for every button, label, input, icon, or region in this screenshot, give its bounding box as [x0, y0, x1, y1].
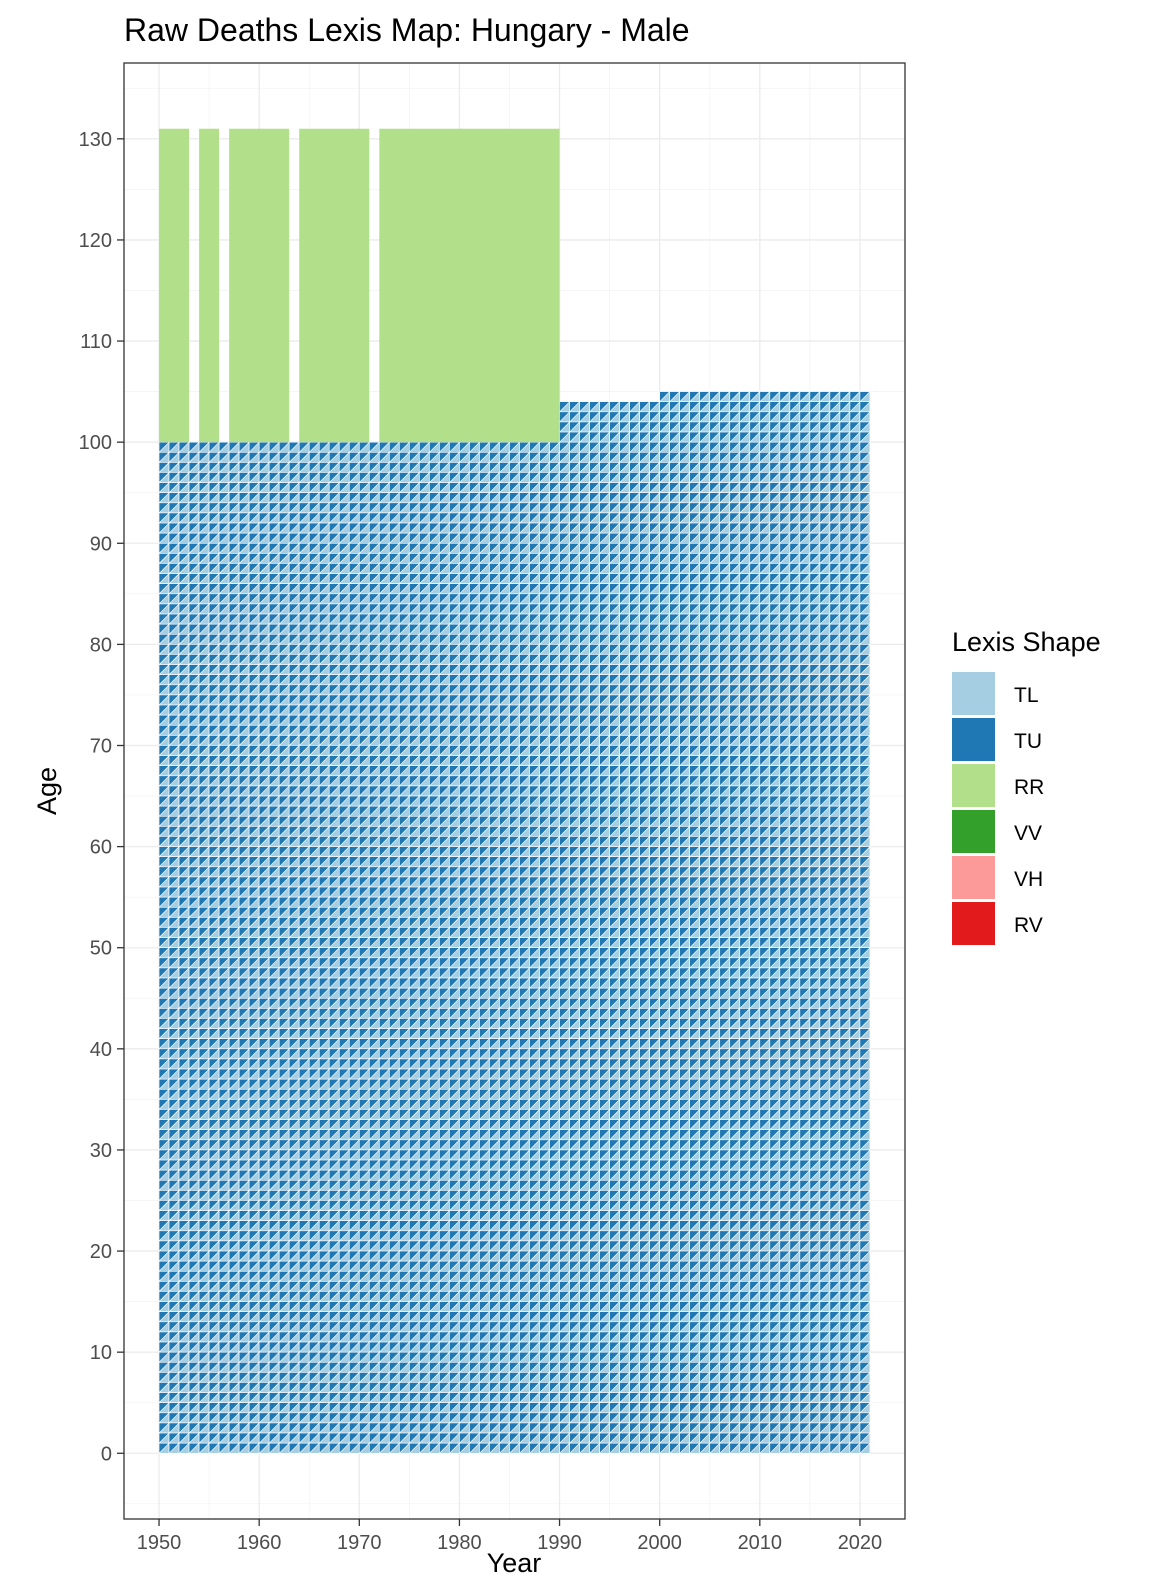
lexis-triangles-tu: [158, 391, 871, 1455]
rr-block: [199, 128, 220, 443]
data-cells: [158, 128, 871, 1455]
y-tick-label: 0: [101, 1443, 112, 1465]
legend-label: RR: [1014, 776, 1044, 799]
y-tick-label: 90: [90, 533, 112, 555]
y-axis: 0 10 20 30 40 50 60 70 80 90 100 110 120 130: [79, 129, 124, 1465]
y-tick-label: 100: [79, 432, 112, 454]
y-tick-label: 10: [90, 1342, 112, 1364]
y-tick-label: 70: [90, 736, 112, 758]
y-tick-label: 40: [90, 1039, 112, 1061]
x-tick-label: 2020: [838, 1532, 883, 1554]
y-tick-label: 30: [90, 1140, 112, 1162]
y-tick-label: 130: [79, 129, 112, 151]
plot-panel-border: [123, 62, 906, 1520]
x-axis: 1950 1960 1970 1980 1990 2000 2010 2020: [137, 1519, 882, 1554]
legend-title: Lexis Shape: [952, 627, 1101, 657]
legend: Lexis Shape TL TU RR VV VH RV: [952, 627, 1101, 945]
y-tick-label: 60: [90, 837, 112, 859]
x-tick-label: 2010: [738, 1532, 783, 1554]
legend-label: VH: [1014, 868, 1043, 891]
x-tick-label: 1990: [537, 1532, 582, 1554]
y-tick-label: 120: [79, 230, 112, 252]
legend-label: RV: [1014, 914, 1043, 937]
x-tick-label: 1970: [337, 1532, 382, 1554]
legend-key: [952, 902, 995, 945]
legend-key: [952, 672, 995, 715]
x-tick-label: 1950: [137, 1532, 182, 1554]
legend-label: TU: [1014, 730, 1042, 753]
x-tick-label: 1960: [237, 1532, 282, 1554]
legend-entries: TL TU RR VV VH RV: [952, 672, 1044, 945]
legend-label: TL: [1014, 684, 1039, 707]
rr-block: [229, 128, 290, 443]
legend-key: [952, 718, 995, 761]
y-axis-title: Age: [32, 767, 62, 815]
x-tick-label: 1980: [437, 1532, 482, 1554]
rr-block: [299, 128, 370, 443]
rr-block: [379, 128, 560, 443]
y-tick-label: 80: [90, 634, 112, 656]
legend-key: [952, 856, 995, 899]
legend-key: [952, 810, 995, 853]
y-tick-label: 50: [90, 938, 112, 960]
chart-title: Raw Deaths Lexis Map: Hungary - Male: [124, 12, 690, 48]
legend-label: VV: [1014, 822, 1042, 845]
rr-block: [159, 128, 190, 443]
y-tick-label: 20: [90, 1241, 112, 1263]
x-tick-label: 2000: [637, 1532, 682, 1554]
legend-key: [952, 764, 995, 807]
y-tick-label: 110: [80, 331, 112, 353]
x-axis-title: Year: [487, 1548, 542, 1578]
